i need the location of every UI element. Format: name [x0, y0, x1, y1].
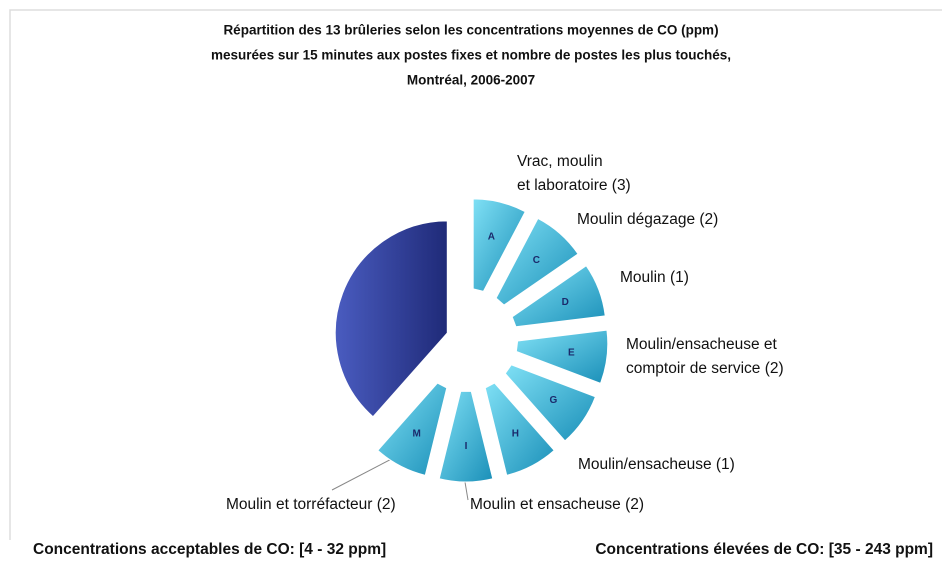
- slice-label: D: [562, 297, 569, 308]
- annotation: Vrac, moulin: [517, 153, 603, 170]
- annotation: comptoir de service (2): [626, 360, 784, 377]
- chart-title: mesurées sur 15 minutes aux postes fixes…: [211, 48, 731, 63]
- slice-label: H: [512, 429, 519, 440]
- pie-slice: [495, 217, 579, 306]
- pie-slice: [511, 265, 606, 328]
- slice-label: M: [412, 429, 420, 440]
- annotation: Moulin et torréfacteur (2): [226, 496, 396, 513]
- annotation: et laboratoire (3): [517, 177, 631, 194]
- slice-label: E: [568, 347, 575, 358]
- chart-title: Répartition des 13 brûleries selon les c…: [223, 23, 718, 38]
- annotation: Moulin/ensacheuse et: [626, 336, 777, 353]
- pie-slice: [472, 198, 526, 292]
- annotation: Moulin/ensacheuse (1): [578, 456, 735, 473]
- pie-slice: [377, 382, 448, 476]
- annotation: Moulin et ensacheuse (2): [470, 496, 644, 513]
- pie-slice: [504, 364, 597, 442]
- pie-slice: [334, 220, 448, 418]
- slice-label: A: [488, 232, 495, 243]
- annotation: Moulin (1): [620, 269, 689, 286]
- slice-label: C: [533, 255, 540, 266]
- pie-slice: [484, 382, 555, 476]
- frame: [9, 9, 942, 540]
- pie-slice: [438, 390, 494, 483]
- annotation: Moulin dégazage (2): [577, 211, 718, 228]
- legend-label: Concentrations acceptables de CO: [4 - 3…: [33, 541, 386, 558]
- slice-label: G: [549, 395, 557, 406]
- legend-label: Concentrations élevées de CO: [35 - 243 …: [595, 541, 933, 558]
- chart-title: Montréal, 2006-2007: [407, 73, 535, 88]
- pie-slice: [515, 329, 609, 384]
- slice-label: I: [465, 441, 468, 452]
